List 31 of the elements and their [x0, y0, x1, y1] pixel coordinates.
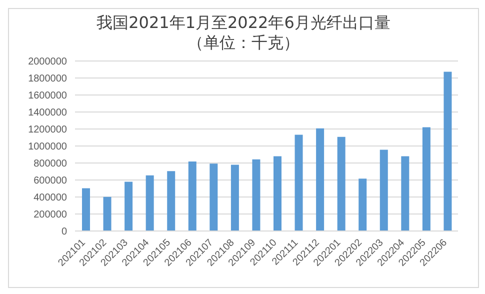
y-tick-label: 1000000	[28, 142, 68, 153]
bar	[422, 127, 430, 231]
y-tick-label: 600000	[34, 176, 68, 187]
y-tick-label: 1200000	[28, 124, 68, 136]
bar	[444, 72, 452, 231]
bar	[146, 175, 154, 231]
y-tick-label: 0	[61, 226, 68, 238]
bar	[210, 164, 218, 231]
y-tick-label: 400000	[34, 192, 68, 204]
bar	[188, 161, 196, 231]
bar	[167, 171, 176, 231]
bar	[103, 196, 112, 231]
y-tick-label: 1600000	[28, 90, 68, 102]
y-tick-label: 1800000	[28, 74, 68, 85]
bar	[230, 164, 239, 231]
bar	[252, 159, 260, 231]
chart-subtitle: （单位：千克）	[186, 33, 300, 53]
y-tick-label: 2000000	[28, 56, 68, 68]
y-tick-label: 800000	[34, 158, 68, 170]
bar	[294, 134, 303, 231]
bar	[82, 188, 90, 231]
bar	[358, 178, 367, 231]
y-tick-label: 1400000	[28, 108, 68, 119]
bar	[316, 128, 324, 231]
bar	[401, 156, 410, 231]
bar	[124, 182, 133, 231]
bar	[380, 150, 388, 231]
bar	[337, 136, 346, 231]
y-tick-label: 200000	[34, 210, 68, 221]
chart-title: 我国2021年1月至2022年6月光纤出口量	[96, 13, 392, 33]
bar	[274, 156, 282, 231]
